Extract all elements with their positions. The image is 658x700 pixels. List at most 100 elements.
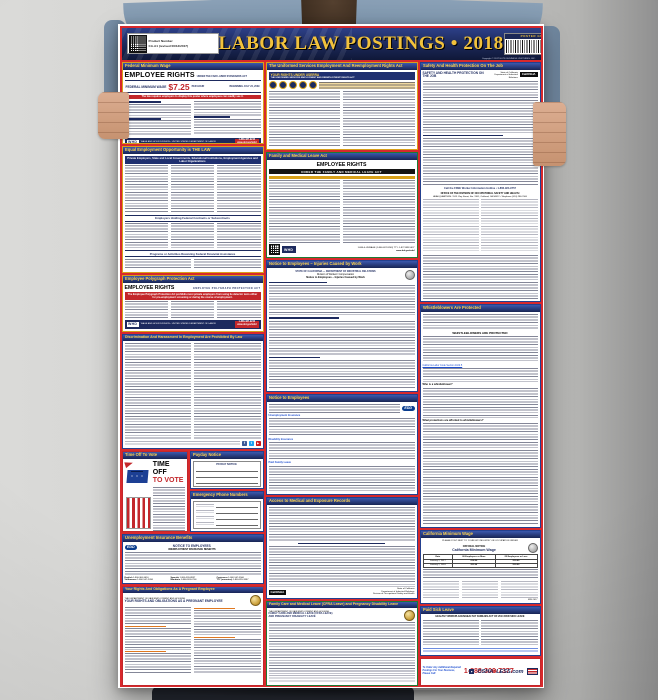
fed-text-col2: [193, 100, 261, 137]
phone-number: 1-800-300-5616: [133, 576, 149, 579]
edd-logo: EDD: [401, 405, 415, 411]
text-lines: [268, 320, 415, 355]
text-lines: [268, 90, 341, 147]
injuries-title-line: Notice to Employees – Injuries Caused by…: [306, 276, 365, 280]
text-lines: [124, 552, 261, 576]
fmla-website: www.dol.gov/whd: [396, 249, 415, 252]
section-notice-to-employees: Notice to Employees EDD Unemployment Ins…: [265, 393, 418, 495]
text-lines: [216, 301, 261, 319]
section-header: Notice to Employees: [266, 394, 417, 403]
text-lines: [422, 254, 538, 299]
text-lines: [268, 465, 415, 492]
section-polygraph: Employee Polygraph Protection Act EMPLOY…: [121, 274, 264, 332]
cfra-agency: THE DEPARTMENT OF FAIR EMPLOYMENT AND HO…: [268, 611, 330, 614]
orange-heading: [124, 650, 166, 653]
section-body: EMPLOYEE RIGHTS UNDER THE FAMILY AND MED…: [267, 160, 417, 256]
text-lines: [318, 81, 415, 89]
text-lines: [216, 165, 261, 214]
whistle-title: WHISTLEBLOWERS ARE PROTECTED: [452, 331, 508, 336]
mw-rate-2018-26plus: $11.00: [452, 562, 496, 568]
section-fmla: Family and Medical Leave Act EMPLOYEE RI…: [265, 151, 418, 258]
poster-guard-box: POSTER GUARD: [503, 32, 541, 55]
section-header: The Uniformed Services Employment And Re…: [266, 62, 417, 71]
poly-banner: The Employee Polygraph Protection Act pr…: [124, 292, 261, 300]
text-lines: [193, 100, 261, 116]
section-ca-minimum-wage: California Minimum Wage PLEASE POST NEXT…: [419, 529, 541, 604]
text-lines: [268, 360, 415, 389]
cal-osha-logo: Cal/OSHA: [519, 71, 538, 77]
medical-agency-block: State of California Department of Indust…: [288, 588, 414, 596]
text-lines: [481, 619, 538, 647]
paragraph-heading: [297, 542, 386, 545]
order-note: To Order Any Additional Required Posting…: [423, 667, 461, 675]
notice-item-pfl: Paid Family Leave: [268, 461, 292, 465]
text-lines: [422, 138, 538, 187]
text-lines: [481, 199, 538, 254]
mw-official-notice: OFFICIAL NOTICE: [462, 544, 486, 548]
qr-code-icon: [128, 34, 147, 53]
safety-title: SAFETY AND HEALTH PROTECTION ON THE JOB: [422, 70, 484, 79]
eeo-text-columns: [124, 165, 261, 214]
text-lines: [422, 580, 460, 598]
qr-code-icon: [268, 244, 280, 255]
text-lines: [124, 607, 192, 626]
section-body: EMPLOYEE RIGHTS EMPLOYEE POLYGRAPH PROTE…: [123, 283, 263, 330]
logo-osha: OSHA: [477, 668, 494, 675]
poster-title: LABOR LAW POSTINGS • 2018: [218, 32, 504, 54]
text-lines: [268, 506, 415, 541]
product-number-label: Product Number: [148, 39, 173, 44]
eeo-band-assistance: Programs or Activities Receiving Federal…: [124, 250, 261, 258]
poster-guard-label: POSTER GUARD: [504, 33, 541, 39]
fmla-gold-band: [268, 175, 415, 180]
osha4less-logo: OSHA4LESS.com: [477, 669, 523, 675]
right-column: Safety And Health Protection On The Job …: [419, 61, 541, 686]
text-lines: [268, 180, 341, 243]
fmla-footer: WHD 1-866-4-USWAGE (1-866-487-9243) TTY:…: [268, 244, 415, 255]
section-body: WHISTLEBLOWERS ARE PROTECTED California …: [421, 312, 540, 526]
injuries-state-line: STATE OF CALIFORNIA — DEPARTMENT OF INDU…: [295, 270, 376, 274]
poster-shadow: [120, 690, 550, 700]
text-lines: [342, 90, 415, 147]
person-hand-right: [533, 102, 566, 166]
twitter-icon: t: [248, 441, 254, 446]
phone-label: English: [124, 576, 133, 579]
disc-footer: f t ▶: [124, 441, 261, 446]
text-lines: [124, 301, 169, 319]
text-lines: [124, 628, 192, 651]
medical-agency-1: State of California: [397, 588, 415, 591]
text-lines: [124, 103, 192, 118]
phone-number: 1-866-303-0706: [180, 579, 197, 581]
paragraph-heading: [124, 118, 162, 120]
fed-wage-amount: $7.25: [168, 81, 190, 92]
section-payday-notice: Payday Notice PAYDAY NOTICE: [189, 450, 264, 489]
section-body: f t ▶: [123, 341, 263, 447]
text-lines: [268, 285, 415, 316]
text-lines: [268, 546, 415, 588]
text-lines: [124, 258, 192, 270]
text-lines: [170, 301, 215, 319]
text-lines: [170, 165, 215, 214]
mw-title: California Minimum Wage: [452, 547, 496, 552]
fmla-title: EMPLOYEE RIGHTS: [316, 161, 367, 168]
fed-per-hour: PER HOUR: [191, 85, 205, 89]
paragraph-heading: [193, 116, 231, 118]
section-header: Payday Notice: [190, 451, 263, 460]
section-body: EDD Unemployment Insurance Disability In…: [267, 402, 417, 493]
text-lines: [124, 653, 192, 674]
edd-logo: EDD: [124, 544, 138, 550]
section-eeo: Equal Employment Opportunity is THE LAW …: [121, 145, 264, 273]
service-emblem-icon: [308, 81, 317, 90]
order-bar-body: To Order Any Additional Required Posting…: [421, 659, 540, 685]
section-cfra: Family Care and Medical Leave (CFRA Leav…: [265, 600, 418, 686]
userra-band: YOUR RIGHTS UNDER USERRA THE UNIFORMED S…: [268, 71, 415, 81]
text-lines: [124, 342, 192, 440]
section-body: Private Employers, State and Local Gover…: [123, 154, 263, 271]
service-emblem-icon: [278, 81, 287, 90]
poster-guard-body: [505, 39, 541, 54]
section-body: STATE OF CALIFORNIA — DEPARTMENT OF INDU…: [267, 268, 417, 390]
poly-website: www.dol.gov/whd: [237, 324, 257, 327]
unemp-title: NOTICE TO EMPLOYEES: [172, 543, 211, 548]
pennant-icon: [123, 459, 134, 468]
barcode-icon: [505, 39, 541, 53]
section-emergency-numbers: Emergency Phone Numbers: [189, 490, 264, 532]
